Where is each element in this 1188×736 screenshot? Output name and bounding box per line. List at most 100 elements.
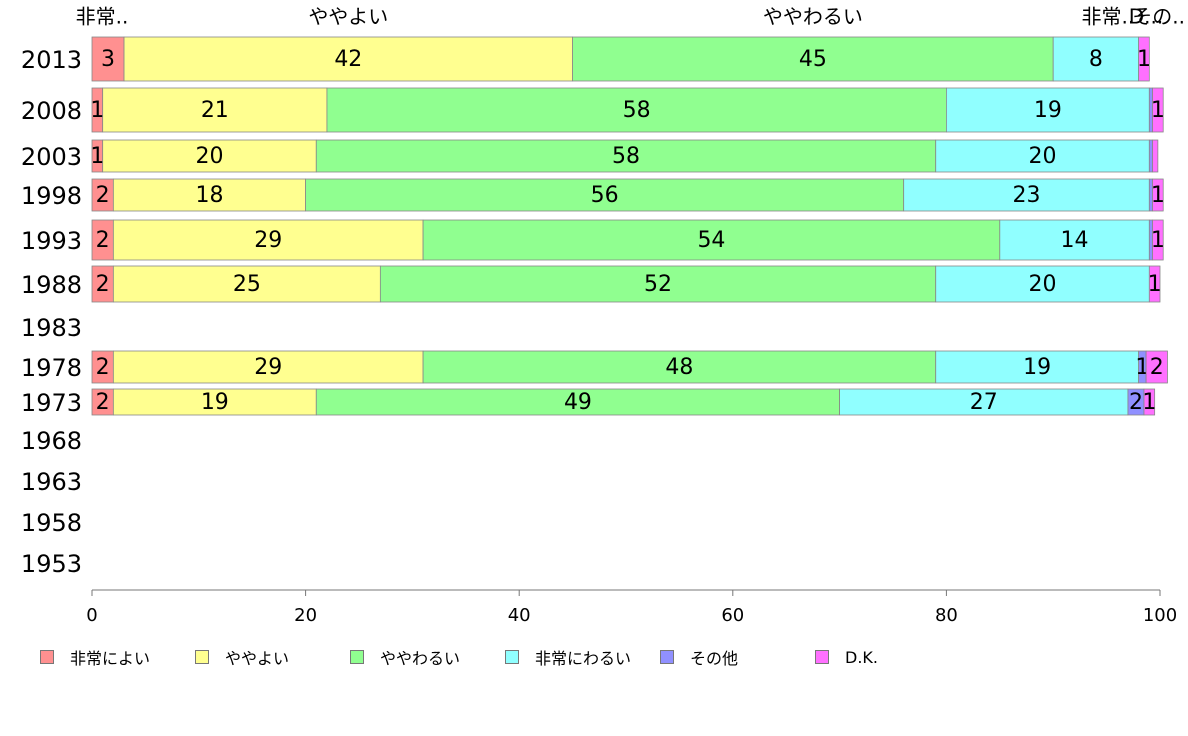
legend-item: 非常によい (40, 645, 195, 669)
data-label: 20 (195, 144, 223, 169)
bar-segment (935, 265, 1150, 303)
bar-segment (1152, 87, 1164, 133)
data-label: 2 (96, 183, 110, 208)
data-label: 42 (334, 47, 362, 72)
bar-segment (1152, 139, 1159, 173)
legend-swatch (195, 650, 209, 664)
legend-label: ややよい (225, 649, 290, 668)
legend-item: D.K. (815, 645, 970, 669)
y-tick-label: 1988 (21, 271, 82, 299)
legend-label: その他 (690, 649, 739, 668)
bar-segment (1052, 36, 1140, 82)
legend-item: 非常にわるい (505, 645, 660, 669)
bar-segment (1148, 265, 1161, 303)
data-label: 1 (1142, 390, 1156, 415)
data-label: 56 (591, 183, 619, 208)
bar-segment (422, 350, 937, 384)
bar-segment (946, 87, 1150, 133)
legend-item: ややわるい (350, 645, 505, 669)
y-tick-label: 1968 (21, 427, 82, 455)
data-label: 2 (96, 390, 110, 415)
data-label: 25 (233, 272, 261, 297)
data-label: 1 (90, 144, 104, 169)
data-label: 1 (1151, 183, 1165, 208)
bar-segment (123, 36, 573, 82)
bar-segment (903, 178, 1150, 212)
bar-segment (112, 350, 424, 384)
data-label: 29 (254, 355, 282, 380)
bar-segment (935, 139, 1150, 173)
data-label: 58 (612, 144, 640, 169)
legend-item: ややよい (195, 645, 350, 669)
bar-segment (999, 219, 1150, 261)
x-tick-label: 20 (294, 605, 317, 626)
data-label: 48 (665, 355, 693, 380)
bar-segment (1143, 388, 1156, 416)
header-label: D... (1129, 5, 1163, 29)
bar-segment (102, 87, 328, 133)
data-label: 3 (101, 47, 115, 72)
legend-swatch (505, 650, 519, 664)
data-label: 1 (1151, 228, 1165, 253)
legend-swatch (660, 650, 674, 664)
bar-segment (112, 388, 317, 416)
y-tick-label: 2013 (21, 46, 82, 74)
data-label: 45 (799, 47, 827, 72)
data-label: 29 (254, 228, 282, 253)
data-label: 58 (623, 98, 651, 123)
data-label: 2 (96, 272, 110, 297)
bar-segment (1145, 350, 1168, 384)
y-tick-label: 2003 (21, 143, 82, 171)
data-label: 54 (697, 228, 725, 253)
legend-label: 非常によい (70, 649, 151, 668)
y-tick-label: 1973 (21, 389, 82, 417)
data-label: 2 (96, 355, 110, 380)
data-label: 1 (1151, 98, 1165, 123)
legend-swatch (815, 650, 829, 664)
data-label: 19 (201, 390, 229, 415)
bar-segment (379, 265, 937, 303)
legend-swatch (350, 650, 364, 664)
y-tick-label: 2008 (21, 97, 82, 125)
bar-segment (315, 388, 841, 416)
y-tick-label: 1958 (21, 509, 82, 537)
y-tick-label: 1978 (21, 354, 82, 382)
legend-label: ややわるい (380, 649, 461, 668)
bar-segment (1152, 178, 1164, 212)
data-label: 27 (970, 390, 998, 415)
data-label: 49 (564, 390, 592, 415)
data-label: 1 (1137, 47, 1151, 72)
y-tick-label: 1998 (21, 182, 82, 210)
bar-segment (112, 178, 307, 212)
bar-segment (112, 219, 424, 261)
header-label: 非常.. (76, 5, 129, 29)
legend-swatch (40, 650, 54, 664)
data-label: 19 (1034, 98, 1062, 123)
header-label: ややよい (308, 5, 388, 29)
data-label: 2 (1129, 390, 1143, 415)
x-tick-label: 0 (86, 605, 97, 626)
bar-segment (326, 87, 947, 133)
data-label: 1 (90, 98, 104, 123)
data-label: 2 (1150, 355, 1164, 380)
data-label: 20 (1029, 272, 1057, 297)
x-tick-label: 80 (935, 605, 958, 626)
y-tick-label: 1993 (21, 227, 82, 255)
data-label: 23 (1013, 183, 1041, 208)
bar-segment (935, 350, 1140, 384)
bar-segment (1152, 219, 1164, 261)
data-label: 21 (201, 98, 229, 123)
data-label: 8 (1089, 47, 1103, 72)
bar-segment (91, 36, 125, 82)
legend-label: D.K. (845, 647, 878, 667)
data-label: 20 (1029, 144, 1057, 169)
chart-legend: 非常によい ややよい ややわるい 非常にわるい その他 D.K. (40, 645, 970, 669)
bar-segment (112, 265, 381, 303)
data-label: 19 (1023, 355, 1051, 380)
bar-segment (1148, 139, 1153, 173)
x-tick-label: 60 (721, 605, 744, 626)
data-label: 52 (644, 272, 672, 297)
bar-segment (305, 178, 905, 212)
data-label: 1 (1148, 272, 1162, 297)
